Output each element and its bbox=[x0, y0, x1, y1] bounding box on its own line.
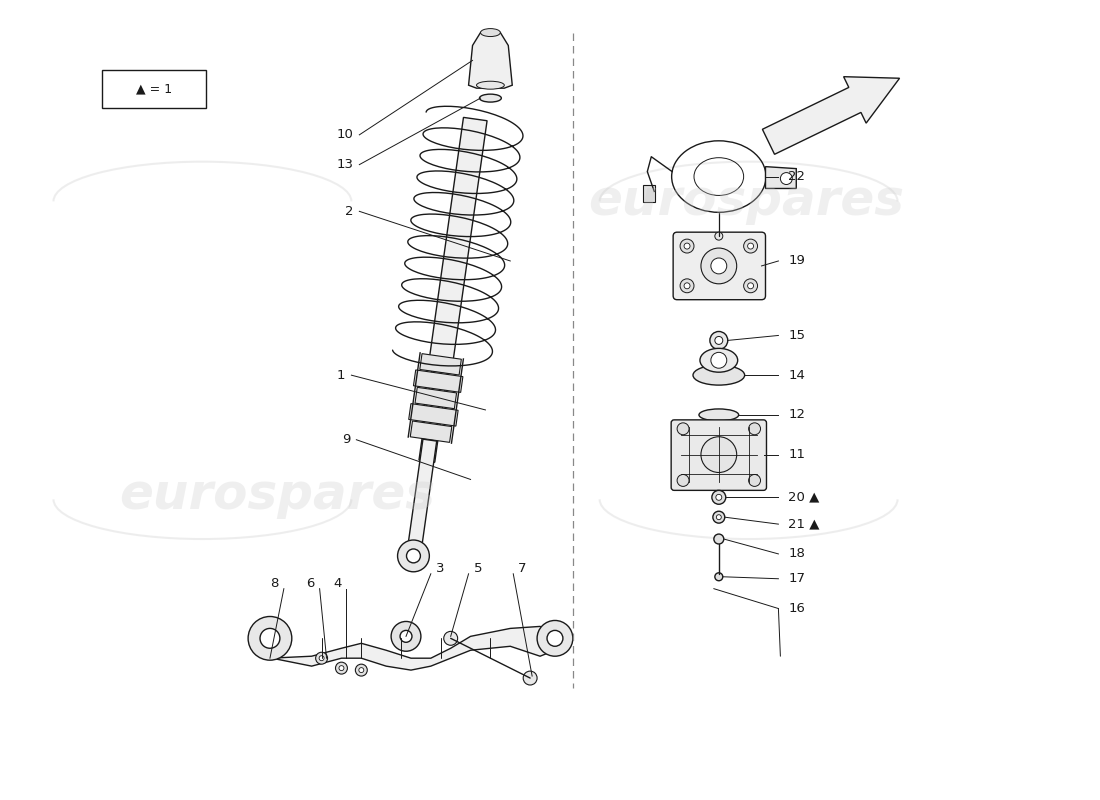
Text: 19: 19 bbox=[789, 254, 805, 267]
Circle shape bbox=[260, 629, 279, 648]
Circle shape bbox=[355, 664, 367, 676]
Polygon shape bbox=[419, 370, 448, 462]
Circle shape bbox=[748, 243, 754, 249]
Text: 2: 2 bbox=[345, 205, 353, 218]
Circle shape bbox=[537, 621, 573, 656]
Circle shape bbox=[680, 239, 694, 253]
Text: 15: 15 bbox=[789, 329, 805, 342]
Circle shape bbox=[701, 437, 737, 473]
Ellipse shape bbox=[700, 348, 738, 372]
Polygon shape bbox=[420, 354, 461, 375]
Circle shape bbox=[710, 331, 728, 350]
Circle shape bbox=[547, 630, 563, 646]
Circle shape bbox=[744, 279, 758, 293]
Polygon shape bbox=[428, 118, 487, 374]
Text: 12: 12 bbox=[789, 408, 805, 422]
Circle shape bbox=[319, 656, 324, 661]
Text: 22: 22 bbox=[789, 170, 805, 183]
Ellipse shape bbox=[693, 366, 745, 385]
Circle shape bbox=[407, 549, 420, 563]
Ellipse shape bbox=[476, 82, 504, 89]
Circle shape bbox=[711, 352, 727, 368]
Text: ▲ = 1: ▲ = 1 bbox=[136, 83, 172, 96]
Text: 17: 17 bbox=[789, 572, 805, 586]
Polygon shape bbox=[408, 439, 437, 546]
Text: 3: 3 bbox=[436, 562, 444, 575]
Text: 11: 11 bbox=[789, 448, 805, 461]
Circle shape bbox=[684, 283, 690, 289]
Polygon shape bbox=[762, 77, 900, 154]
Text: 21 ▲: 21 ▲ bbox=[789, 518, 820, 530]
Circle shape bbox=[400, 630, 412, 642]
Text: eurospares: eurospares bbox=[588, 178, 904, 226]
Ellipse shape bbox=[698, 409, 739, 421]
Circle shape bbox=[748, 283, 754, 289]
Text: 13: 13 bbox=[337, 158, 353, 171]
Circle shape bbox=[249, 617, 292, 660]
Text: 16: 16 bbox=[789, 602, 805, 615]
Text: eurospares: eurospares bbox=[119, 471, 435, 519]
Circle shape bbox=[744, 239, 758, 253]
Circle shape bbox=[524, 671, 537, 685]
Circle shape bbox=[684, 243, 690, 249]
Circle shape bbox=[711, 258, 727, 274]
Circle shape bbox=[780, 173, 792, 185]
Circle shape bbox=[678, 474, 689, 486]
Bar bbox=[644, 185, 656, 202]
Circle shape bbox=[715, 232, 723, 240]
Polygon shape bbox=[415, 387, 456, 409]
Circle shape bbox=[336, 662, 348, 674]
Circle shape bbox=[749, 474, 760, 486]
Circle shape bbox=[443, 631, 458, 646]
Circle shape bbox=[713, 511, 725, 523]
Text: 6: 6 bbox=[306, 578, 315, 590]
Circle shape bbox=[316, 652, 328, 664]
Circle shape bbox=[716, 494, 722, 500]
Polygon shape bbox=[410, 421, 452, 442]
Text: 10: 10 bbox=[337, 128, 353, 142]
Text: 20 ▲: 20 ▲ bbox=[789, 491, 820, 504]
Text: 4: 4 bbox=[333, 578, 341, 590]
Text: 8: 8 bbox=[271, 578, 279, 590]
Polygon shape bbox=[766, 166, 796, 189]
Text: 14: 14 bbox=[789, 369, 805, 382]
Text: 1: 1 bbox=[337, 369, 345, 382]
Circle shape bbox=[714, 534, 724, 544]
Polygon shape bbox=[262, 618, 556, 670]
Text: 5: 5 bbox=[473, 562, 482, 575]
Bar bbox=[102, 70, 206, 109]
Polygon shape bbox=[414, 370, 463, 393]
Circle shape bbox=[716, 514, 722, 520]
Circle shape bbox=[392, 622, 421, 651]
Circle shape bbox=[712, 490, 726, 504]
Ellipse shape bbox=[481, 29, 500, 37]
Polygon shape bbox=[409, 404, 458, 426]
Circle shape bbox=[715, 337, 723, 344]
FancyBboxPatch shape bbox=[673, 232, 766, 300]
Circle shape bbox=[701, 248, 737, 284]
Text: 18: 18 bbox=[789, 547, 805, 561]
Circle shape bbox=[397, 540, 429, 572]
Circle shape bbox=[359, 668, 364, 673]
Circle shape bbox=[339, 666, 344, 670]
Polygon shape bbox=[469, 33, 513, 88]
Circle shape bbox=[715, 573, 723, 581]
Circle shape bbox=[680, 279, 694, 293]
Circle shape bbox=[749, 423, 760, 434]
Ellipse shape bbox=[480, 94, 502, 102]
FancyBboxPatch shape bbox=[671, 420, 767, 490]
Circle shape bbox=[678, 423, 689, 434]
Text: 9: 9 bbox=[342, 434, 351, 446]
Text: 7: 7 bbox=[518, 562, 527, 575]
